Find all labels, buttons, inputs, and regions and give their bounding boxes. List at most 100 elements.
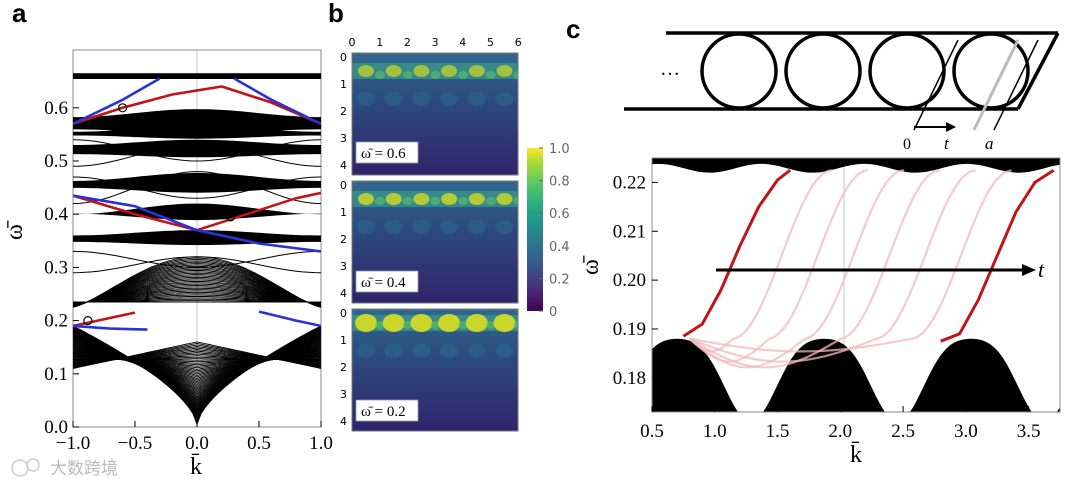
field-hotspot [385,193,402,205]
field-hotspot [355,314,377,332]
panel-a-band-diagram: −1.0 −0.5 0.0 0.5 1.0 0.0 0.1 0.2 0.3 0.4 0.5 0.6 ω… [2,49,333,480]
ellipsis: … [660,58,680,80]
panel-c-ylabel: ω̄ [578,255,604,275]
intermediate-edge-curve [689,169,905,369]
panel-b-ytick-label: 4 [340,159,347,172]
bulk-band-line [73,289,321,304]
panel-a-xtick-label: 0.5 [247,433,271,454]
unit-cell-line-0 [913,39,959,131]
watermark-logo-icon [11,459,29,477]
bulk-band-line [73,250,321,268]
colorbar-tick-label: 0.8 [549,175,570,190]
panel-b-xtick-label: 2 [404,36,411,49]
field-hotspot [358,193,374,205]
edge-state-curve [73,194,321,253]
field-hotspot [413,193,430,205]
intermediate-edge-curve [689,169,941,369]
panel-c-schematic [624,31,1060,132]
schematic-label-t: t [944,134,950,153]
edge-state-curve [73,77,161,125]
panel-b-xtick-label: 6 [515,36,522,49]
bulk-band-line [73,282,321,305]
bulk-band-line [73,300,321,303]
panel-b-xtick-label: 0 [349,36,356,49]
panel-a-ytick-label: 0.1 [44,364,68,385]
panel-label-b: b [328,0,344,28]
colorbar-gradient [527,148,543,311]
panel-b-ytick-label: 0 [340,179,347,192]
edge-states [73,77,321,331]
panel-a-xtick-label: 1.0 [309,433,333,454]
bulk-band-line [73,275,321,306]
panel-a-xtick-label: 0.0 [185,433,209,454]
panel-b-ytick-label: 2 [340,233,347,246]
bulk-band-line [73,297,321,303]
bulk-band-line [73,271,321,306]
panel-a-ytick-label: 0.5 [44,151,68,172]
bulk-bands [73,73,321,426]
colorbar-tick-label: 0 [549,305,557,320]
panel-a-ytick-label: 0.3 [44,257,68,278]
field-hotspot [493,314,516,332]
t-arrow-label: t [1038,257,1045,282]
bulk-band-thick [73,109,321,135]
panel-b-ytick-label: 4 [340,287,347,300]
bulk-band-thick [73,203,321,221]
map-label-box [355,270,419,293]
panel-b-ytick-label: 2 [340,361,347,374]
panel-b-ytick-label: 2 [340,105,347,118]
unit-cell-line-a [993,39,1039,131]
panel-a-xtick-label: −1.0 [56,433,90,454]
panel-a-ytick-label: 0.0 [44,417,68,438]
edge-state-curve [258,310,321,328]
panel-b-ytick-label: 0 [340,51,347,64]
field-hotspot [496,65,513,77]
bulk-band-line [73,256,321,274]
edge-state-curve [73,324,148,331]
colorbar-tick-label: 0.2 [549,272,570,287]
intermediate-edge-curve [689,169,1012,353]
bulk-band-line [73,290,321,304]
bulk-band-line [73,144,321,167]
edge-state-curve [73,191,321,232]
field-hotspot [385,65,402,77]
panel-label-c: c [566,14,580,44]
colorbar-tick-label: 0.6 [549,207,570,222]
bulk-band-line [73,341,321,369]
bulk-band-line [73,176,321,199]
colorbar-ticks: 1.0 0.8 0.6 0.4 0.2 0 [539,142,570,320]
t-arrowhead [1022,264,1036,276]
shift-line-t [972,39,1020,131]
upper-band-region [652,158,1060,173]
map-label-box [355,399,419,422]
panel-b-ytick-label: 4 [340,415,347,428]
panel-c-plot: 0.5 1.0 1.5 2.0 2.5 3.0 3.5 0.18 0.19 0.20 0.21 0.2… [578,157,1061,468]
rod-2 [784,32,862,110]
panel-c-ytick-label: 0.22 [613,172,646,193]
bulk-band-line [73,278,321,306]
bulk-band-line [73,279,321,306]
bulk-band-line [73,286,321,305]
watermark-text: 大数跨境 [50,459,118,479]
panel-b-ytick-label: 0 [340,307,347,320]
panel-a-xtick-label: −0.5 [118,433,152,454]
edge-state-series [940,168,1055,343]
panel-a-ylabel: ω̄ [2,220,28,240]
shift-arrowhead [946,122,956,132]
panel-label-a: a [12,0,27,28]
panel-c-xtick-label: 2.0 [828,421,852,442]
rod-3 [868,32,946,110]
panel-c-xtick-label: 1.5 [766,421,790,442]
colorbar-tick-label: 0.4 [549,240,570,255]
panel-c-xtick-label: 2.5 [891,421,915,442]
panel-b-field-maps: 0 1 2 3 4 5 6 0 1 2 3 4 ω̄ = 0.6 0 1 2 3 4 ω̄ = 0.4 0 1 2 3 4 ω… [340,36,570,432]
field-hotspot [441,193,458,205]
field-hotspot [438,314,461,332]
bulk-band-line [73,264,321,307]
panel-c-xlabel: k̄ [850,442,862,468]
rod-4 [952,32,1030,110]
bulk-band-line [73,283,321,305]
panel-a-xlabel: k̄ [190,454,202,480]
panel-b-ytick-label: 3 [340,388,347,401]
